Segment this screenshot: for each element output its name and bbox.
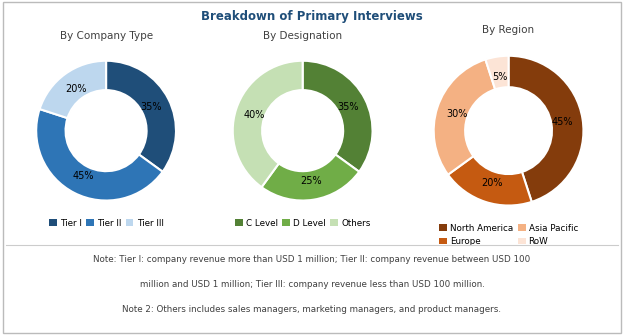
Text: Note 2: Others includes sales managers, marketing managers, and product managers: Note 2: Others includes sales managers, … [122, 305, 502, 314]
Wedge shape [509, 56, 583, 202]
Text: Note: Tier I: company revenue more than USD 1 million; Tier II: company revenue : Note: Tier I: company revenue more than … [94, 255, 530, 264]
Text: Breakdown of Primary Interviews: Breakdown of Primary Interviews [201, 10, 423, 23]
Legend: North America, Europe, Asia Pacific, RoW: North America, Europe, Asia Pacific, RoW [439, 224, 578, 246]
Wedge shape [485, 56, 509, 89]
Text: 20%: 20% [481, 178, 502, 188]
Text: 5%: 5% [492, 72, 508, 82]
Wedge shape [434, 59, 495, 175]
Legend: Tier I, Tier II, Tier III: Tier I, Tier II, Tier III [49, 219, 163, 227]
Text: 45%: 45% [72, 171, 94, 181]
Wedge shape [39, 61, 106, 118]
Wedge shape [448, 156, 532, 206]
Text: 35%: 35% [141, 103, 162, 113]
Title: By Company Type: By Company Type [59, 31, 153, 41]
Legend: C Level, D Level, Others: C Level, D Level, Others [235, 219, 371, 227]
Text: 35%: 35% [338, 103, 359, 113]
Wedge shape [233, 61, 303, 187]
Wedge shape [36, 109, 163, 201]
Text: 20%: 20% [66, 84, 87, 94]
Text: 25%: 25% [300, 176, 321, 186]
Wedge shape [303, 61, 373, 172]
Text: million and USD 1 million; Tier III: company revenue less than USD 100 million.: million and USD 1 million; Tier III: com… [140, 280, 484, 289]
Title: By Designation: By Designation [263, 31, 342, 41]
Title: By Region: By Region [482, 25, 535, 35]
Text: 45%: 45% [552, 117, 573, 127]
Text: 40%: 40% [243, 110, 265, 120]
Wedge shape [106, 61, 176, 172]
Text: 30%: 30% [446, 109, 467, 119]
Wedge shape [261, 154, 359, 201]
